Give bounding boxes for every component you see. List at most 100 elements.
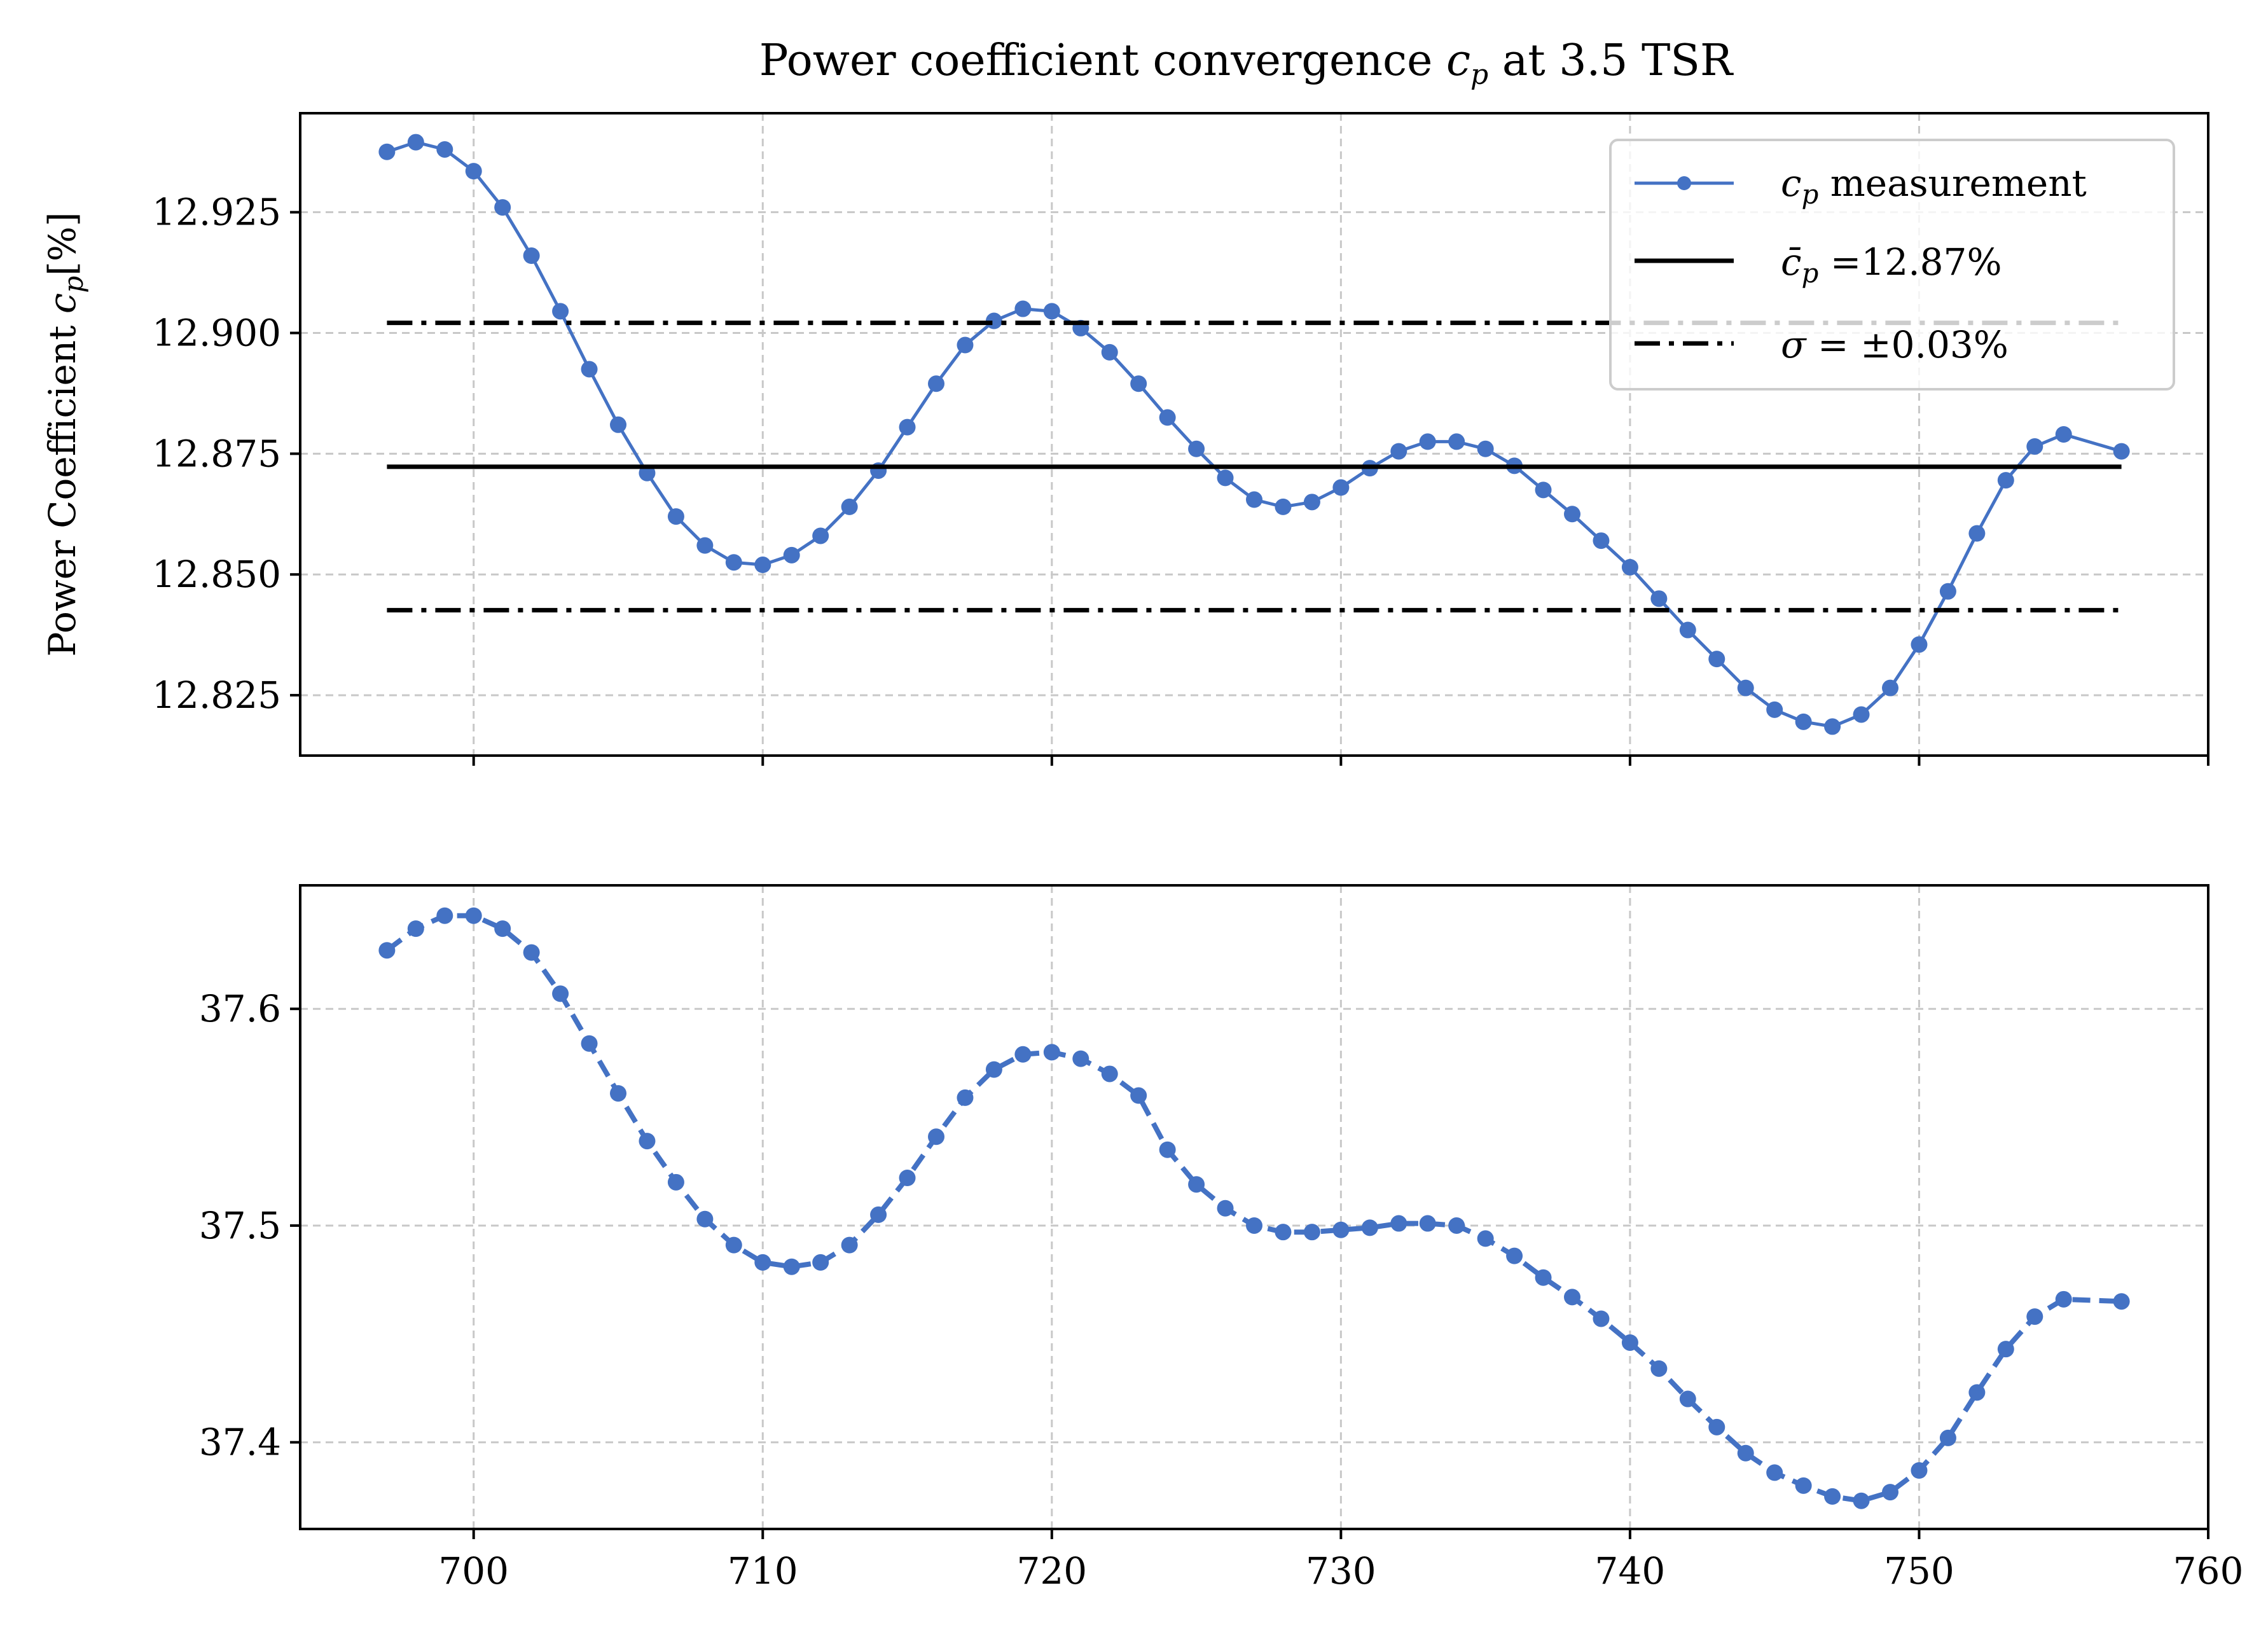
data-point xyxy=(1795,713,1812,730)
data-point xyxy=(1303,1224,1320,1241)
y-tick-label: 12.850 xyxy=(152,553,281,596)
data-point xyxy=(1477,1230,1494,1247)
data-point xyxy=(1159,1141,1176,1158)
data-point xyxy=(1535,1269,1552,1286)
top-y-axis-label: Power Coefficient cp[%] xyxy=(41,212,89,656)
data-point xyxy=(1159,409,1176,426)
top-series xyxy=(378,134,2130,735)
top-axes-frame xyxy=(299,112,2209,757)
data-point xyxy=(1332,479,1350,496)
data-point xyxy=(552,303,569,320)
data-point xyxy=(1014,1046,1032,1063)
data-point xyxy=(1275,1224,1292,1241)
y-tick-label: 37.5 xyxy=(199,1204,281,1247)
data-point xyxy=(1072,1050,1089,1067)
data-point xyxy=(957,1089,974,1106)
data-point xyxy=(610,416,626,433)
data-point xyxy=(1766,701,1783,718)
data-point xyxy=(378,143,396,160)
top-ticks: 12.825 12.850 12.875 12.900 12.925 xyxy=(152,191,2209,766)
data-point xyxy=(1303,494,1320,511)
data-point xyxy=(1853,1492,1870,1509)
y-tick-label: 12.925 xyxy=(152,191,281,234)
data-point xyxy=(1043,1044,1060,1061)
data-point xyxy=(465,907,482,924)
data-point xyxy=(1188,1176,1205,1193)
data-point xyxy=(407,920,424,937)
data-point xyxy=(812,1254,829,1271)
x-tick-label: 700 xyxy=(438,1549,509,1593)
data-point xyxy=(783,1258,800,1275)
data-point xyxy=(581,1035,598,1052)
data-point xyxy=(2113,443,2130,460)
data-point xyxy=(1593,532,1610,550)
data-point xyxy=(1506,1247,1523,1264)
data-point xyxy=(552,985,569,1002)
legend-marker-dot-measurement xyxy=(1677,176,1691,190)
y-tick-label: 37.6 xyxy=(199,987,281,1030)
data-point xyxy=(1535,481,1552,499)
data-point xyxy=(1043,303,1060,320)
data-point xyxy=(1708,651,1725,668)
data-point xyxy=(1650,590,1668,607)
data-point xyxy=(754,1254,771,1271)
data-point xyxy=(1911,636,1928,653)
data-point xyxy=(1014,300,1032,317)
data-point xyxy=(1246,1217,1262,1234)
data-point xyxy=(1275,498,1292,515)
data-point xyxy=(841,1236,858,1254)
data-point xyxy=(1939,583,1956,600)
data-point xyxy=(1621,558,1638,576)
data-point xyxy=(812,527,829,544)
data-point xyxy=(1593,1310,1610,1327)
data-point xyxy=(957,336,974,354)
bottom-series xyxy=(378,907,2130,1509)
data-point xyxy=(928,375,944,392)
data-point xyxy=(928,1128,944,1145)
data-point xyxy=(1101,343,1118,361)
y-tick-label: 37.4 xyxy=(199,1421,281,1464)
data-point xyxy=(1997,1341,2014,1358)
data-point xyxy=(1448,433,1465,450)
data-point xyxy=(1795,1477,1812,1494)
data-point xyxy=(2055,1290,2072,1308)
data-point xyxy=(1217,1200,1234,1217)
data-point xyxy=(1390,1215,1407,1232)
data-point xyxy=(1679,1390,1696,1407)
top-panel: 12.825 12.850 12.875 12.900 12.925 Power Coe… xyxy=(41,112,2209,766)
data-point xyxy=(494,920,511,937)
data-point xyxy=(1130,375,1147,392)
data-point xyxy=(1882,679,1898,696)
data-point xyxy=(1911,1462,1928,1479)
data-point xyxy=(841,498,858,515)
x-tick-label: 730 xyxy=(1306,1549,1376,1593)
data-point xyxy=(494,199,511,216)
x-tick-label: 710 xyxy=(728,1549,798,1593)
x-tick-label: 760 xyxy=(2173,1549,2244,1593)
data-point xyxy=(1766,1464,1783,1481)
data-point xyxy=(725,554,742,571)
legend-box xyxy=(1609,139,2175,391)
data-point xyxy=(2113,1293,2130,1310)
data-point xyxy=(436,907,453,924)
data-point xyxy=(667,508,684,525)
data-point xyxy=(2026,1308,2043,1325)
data-point xyxy=(523,247,540,265)
bottom-ticks: 700 710 720 730 740 750 760 37.4 37.5 37.6 xyxy=(199,987,2244,1593)
data-point xyxy=(1130,1087,1147,1104)
data-point xyxy=(1968,1384,1986,1401)
data-point xyxy=(378,942,396,959)
y-tick-label: 12.875 xyxy=(152,432,281,475)
data-point xyxy=(1448,1217,1465,1234)
bottom-panel: 700 710 720 730 740 750 760 37.4 37.5 37.6 xyxy=(199,884,2244,1593)
data-point xyxy=(1217,469,1234,487)
data-point xyxy=(610,1085,626,1102)
x-tick-label: 720 xyxy=(1016,1549,1087,1593)
data-point xyxy=(1679,621,1696,639)
data-point xyxy=(465,163,482,180)
data-point xyxy=(725,1236,742,1254)
data-point xyxy=(1968,525,1986,542)
data-point xyxy=(1564,506,1580,523)
legend-label-mean: c̄p =12.87% xyxy=(1781,240,2002,289)
